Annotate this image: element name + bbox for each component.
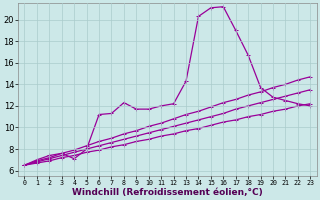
X-axis label: Windchill (Refroidissement éolien,°C): Windchill (Refroidissement éolien,°C) xyxy=(72,188,263,197)
